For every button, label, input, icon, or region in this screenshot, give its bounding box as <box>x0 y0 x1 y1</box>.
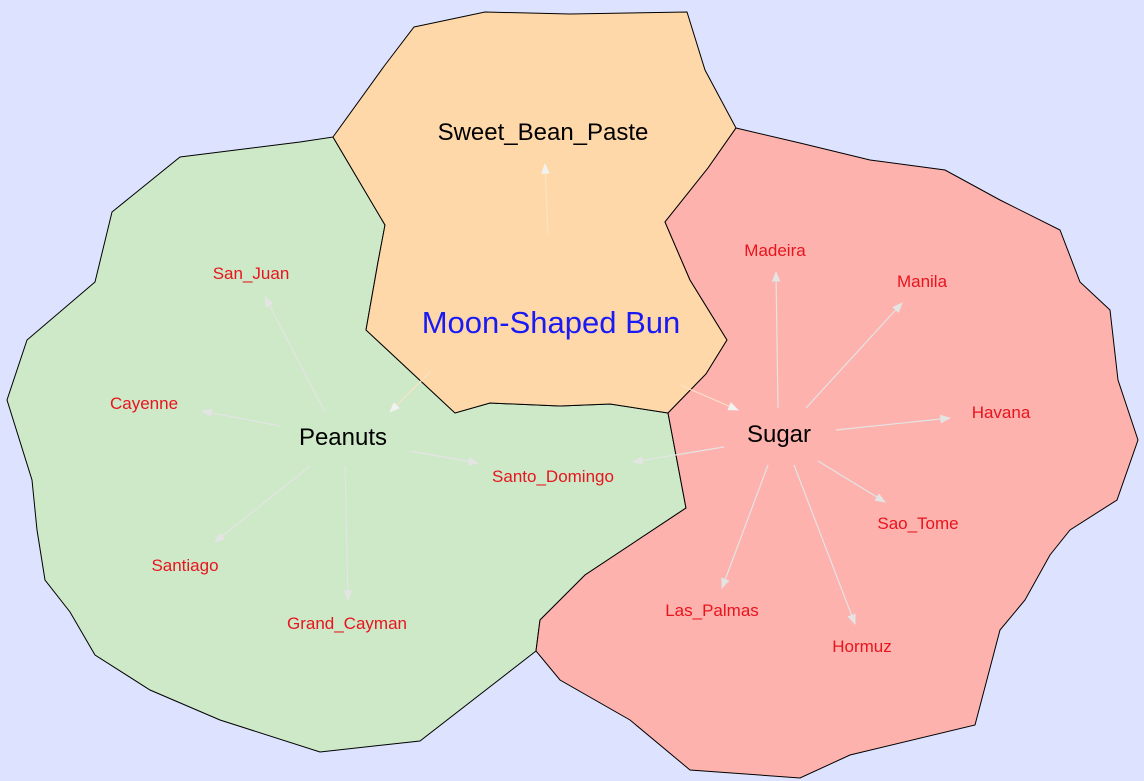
city-label-las-palmas: Las_Palmas <box>665 601 759 620</box>
edge-sugar-madeira <box>771 270 781 409</box>
root-label: Moon-Shaped Bun <box>422 305 681 340</box>
city-label-havana: Havana <box>972 403 1031 422</box>
cluster-label-sweet-bean-paste: Sweet_Bean_Paste <box>438 119 649 146</box>
edge-peanuts-grand-cayman <box>343 465 353 602</box>
cluster-label-peanuts: Peanuts <box>299 424 387 451</box>
edge-sugar-manila <box>805 302 903 409</box>
edges <box>200 162 952 626</box>
edge-sugar-las-palmas <box>721 464 769 590</box>
edge-sugar-santo-domingo <box>631 446 725 465</box>
edge-peanuts-santo-domingo <box>409 450 480 466</box>
city-label-madeira: Madeira <box>744 241 806 260</box>
city-label-san-juan: San_Juan <box>213 264 290 283</box>
edge-sugar-havana <box>835 414 952 431</box>
edge-sugar-sao-tome <box>817 460 886 503</box>
edge-root-sweet-bean-paste <box>541 162 550 236</box>
city-label-hormuz: Hormuz <box>832 637 892 656</box>
edge-root-peanuts <box>389 371 431 413</box>
edge-peanuts-santiago <box>214 465 311 543</box>
city-label-sao-tome: Sao_Tome <box>877 514 958 533</box>
cluster-label-sugar: Sugar <box>747 421 811 448</box>
city-label-grand-cayman: Grand_Cayman <box>287 614 407 633</box>
edge-root-sugar <box>679 384 739 411</box>
region-sugar <box>535 127 1139 779</box>
edge-peanuts-san-juan <box>264 296 326 413</box>
city-label-cayenne: Cayenne <box>110 394 178 413</box>
city-label-santo-domingo: Santo_Domingo <box>492 467 614 486</box>
edge-peanuts-cayenne <box>200 408 281 427</box>
edge-sugar-hormuz <box>793 464 856 626</box>
city-label-manila: Manila <box>897 272 948 291</box>
city-label-santiago: Santiago <box>151 556 218 575</box>
